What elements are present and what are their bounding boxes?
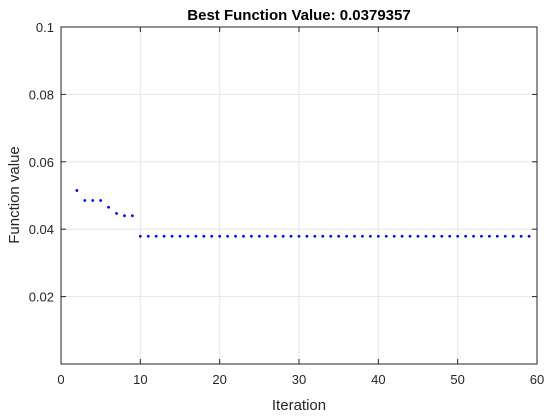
data-point (226, 234, 230, 238)
data-point (202, 234, 206, 238)
data-point (321, 234, 325, 238)
data-point (488, 234, 491, 238)
x-tick-label: 0 (57, 372, 64, 387)
x-tick-label: 20 (212, 372, 226, 387)
data-point (408, 234, 412, 238)
y-tick-label: 0.08 (29, 87, 54, 102)
data-point (329, 234, 333, 238)
data-point (376, 234, 380, 238)
tick-marks (60, 26, 538, 364)
data-point (392, 234, 396, 238)
data-point (218, 234, 222, 238)
chart-title: Best Function Value: 0.0379357 (187, 7, 410, 24)
data-point (234, 234, 237, 238)
data-point (432, 234, 436, 238)
data-point (99, 199, 103, 202)
data-point (297, 234, 301, 238)
x-axis-label: Iteration (272, 397, 326, 414)
data-point (178, 234, 182, 238)
data-point (265, 234, 269, 238)
data-point (440, 234, 444, 238)
y-tick-labels: 0.02 0.04 0.06 0.08 0.1 (29, 20, 54, 305)
data-point (273, 234, 277, 238)
data-point (242, 234, 245, 238)
data-point (416, 234, 420, 238)
data-point (170, 234, 174, 238)
x-tick-label: 40 (371, 372, 385, 387)
data-point (154, 234, 158, 238)
grid-lines (60, 26, 538, 364)
data-point (503, 234, 507, 238)
data-point (115, 211, 118, 215)
data-point (353, 234, 356, 238)
data-point (424, 234, 428, 238)
data-point (519, 234, 523, 238)
data-point (289, 234, 293, 238)
data-point (313, 234, 317, 238)
data-point (456, 234, 460, 238)
data-point (511, 234, 515, 238)
x-tick-label: 60 (530, 372, 544, 387)
data-point (464, 234, 467, 238)
data-point (281, 234, 285, 238)
data-point (138, 234, 142, 238)
data-point (75, 189, 79, 192)
data-point (384, 234, 388, 238)
x-tick-labels: 0 10 20 30 40 50 60 (57, 372, 544, 387)
data-point (162, 234, 166, 238)
data-point (527, 234, 531, 238)
data-point (250, 234, 253, 238)
y-axis-label: Function value (6, 146, 23, 244)
x-tick-label: 30 (292, 372, 306, 387)
data-point (495, 234, 499, 238)
y-tick-label: 0.02 (29, 290, 54, 305)
data-point (305, 234, 309, 238)
data-point (91, 199, 95, 202)
data-point (123, 214, 126, 218)
data-point (369, 234, 372, 238)
data-point (472, 234, 475, 238)
data-point (210, 234, 214, 238)
data-point (480, 234, 483, 238)
data-point (131, 214, 134, 218)
data-point (400, 234, 404, 238)
data-point (257, 234, 261, 238)
data-point (448, 234, 452, 238)
y-tick-label: 0.04 (29, 222, 54, 237)
data-point (194, 234, 198, 238)
data-point (345, 234, 348, 238)
x-tick-label: 50 (450, 372, 464, 387)
data-point (186, 234, 190, 238)
y-tick-label: 0.06 (29, 155, 54, 170)
y-tick-label: 0.1 (36, 20, 54, 35)
data-point (337, 234, 341, 238)
data-points (75, 189, 531, 238)
data-point (361, 234, 364, 238)
data-point (107, 205, 110, 209)
x-tick-label: 10 (133, 372, 147, 387)
data-point (146, 234, 150, 238)
data-point (83, 199, 87, 202)
